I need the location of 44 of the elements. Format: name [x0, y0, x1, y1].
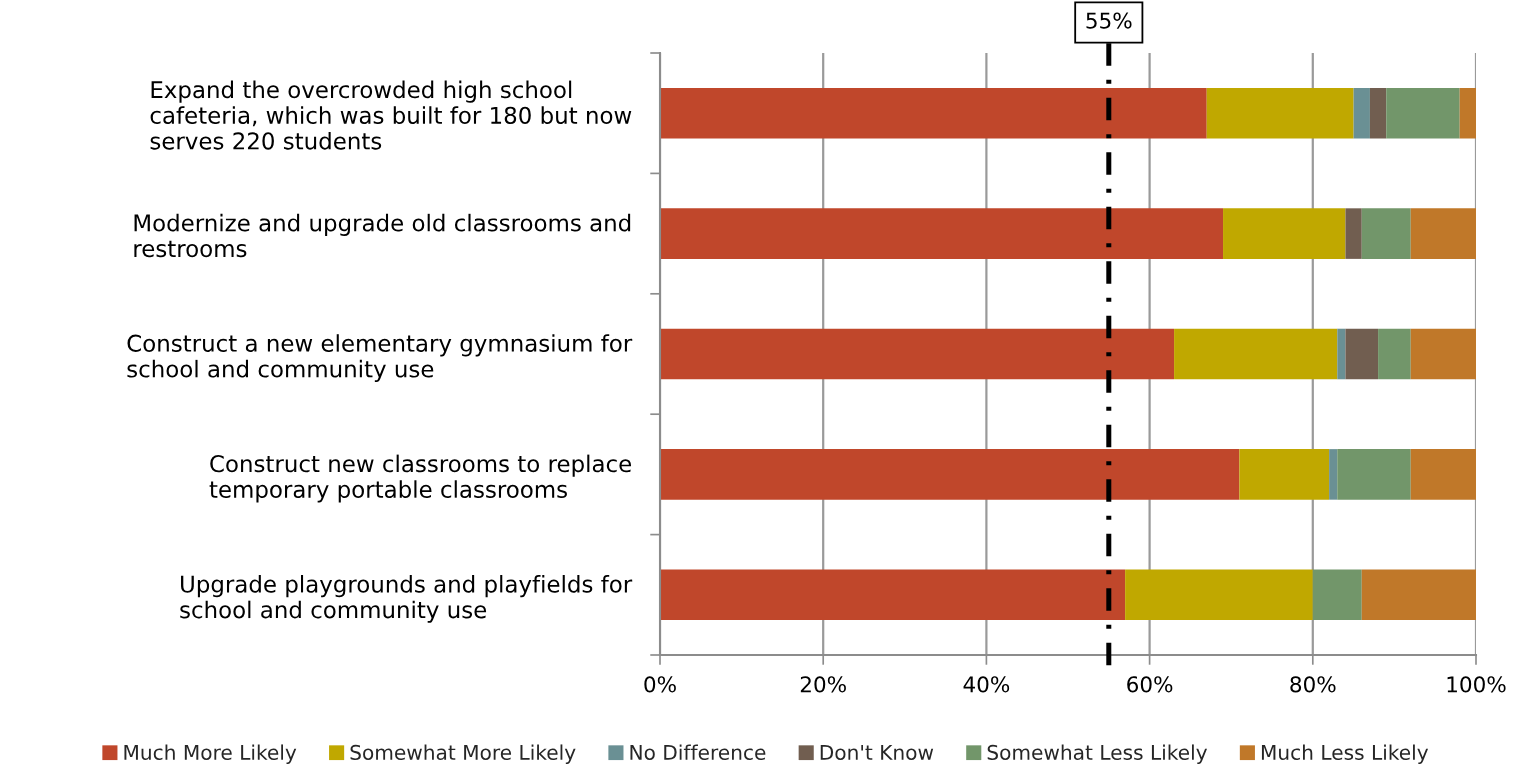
- bar: [1337, 449, 1411, 500]
- x-tick-label: 60%: [1127, 676, 1173, 693]
- legend-label: Much More Likely: [124, 744, 297, 764]
- bar: [660, 208, 1224, 259]
- bar: [1386, 87, 1460, 139]
- x-tick-label: 80%: [1290, 676, 1336, 693]
- y-tick-label: Construct new classrooms to replace temporary portable classrooms: [209, 454, 632, 503]
- legend-label: No Difference: [630, 744, 766, 761]
- legend-label: Somewhat More Likely: [350, 744, 576, 764]
- bar: [1345, 208, 1362, 259]
- y-tick-label: Construct a new elementary gymnasium for school and community use: [127, 334, 633, 383]
- bar: [660, 87, 1207, 139]
- bar: [1361, 208, 1411, 259]
- legend-label: Somewhat Less Likely: [987, 744, 1208, 764]
- y-tick-label: Expand the overcrowded high school cafeteria, which was built for 180 but now serves 220 students: [150, 80, 632, 150]
- x-tick-label: 40%: [963, 676, 1010, 693]
- bar: [1361, 569, 1476, 621]
- bar: [1459, 87, 1476, 139]
- x-tick-label: 20%: [800, 676, 846, 693]
- bar: [1353, 87, 1370, 139]
- legend-label: Much Less Likely: [1261, 744, 1429, 764]
- bar: [660, 328, 1175, 380]
- bar: [1174, 328, 1338, 380]
- bar: [1312, 569, 1362, 621]
- bar: [1410, 328, 1476, 380]
- ref-line-label: 55%: [1086, 12, 1132, 29]
- bar: [660, 569, 1126, 621]
- bar: [1125, 569, 1313, 621]
- bar: [1329, 449, 1338, 500]
- bar: [1345, 328, 1379, 380]
- bar: [1378, 328, 1411, 380]
- bar: [1369, 87, 1387, 139]
- bar: [1337, 328, 1346, 380]
- x-tick-label: 0%: [644, 676, 676, 693]
- y-tick-label: Upgrade playgrounds and playfields for school and community use: [180, 575, 633, 623]
- bar: [1410, 449, 1476, 500]
- bar: [1410, 208, 1476, 259]
- x-tick-label: 100%: [1447, 676, 1506, 693]
- legend-label: Don't Know: [820, 745, 934, 761]
- bar: [1223, 208, 1346, 259]
- bar: [1239, 449, 1330, 500]
- bar: [1206, 87, 1354, 139]
- bar: [660, 449, 1240, 500]
- y-tick-label: Modernize and upgrade old classrooms and restrooms: [134, 213, 631, 258]
